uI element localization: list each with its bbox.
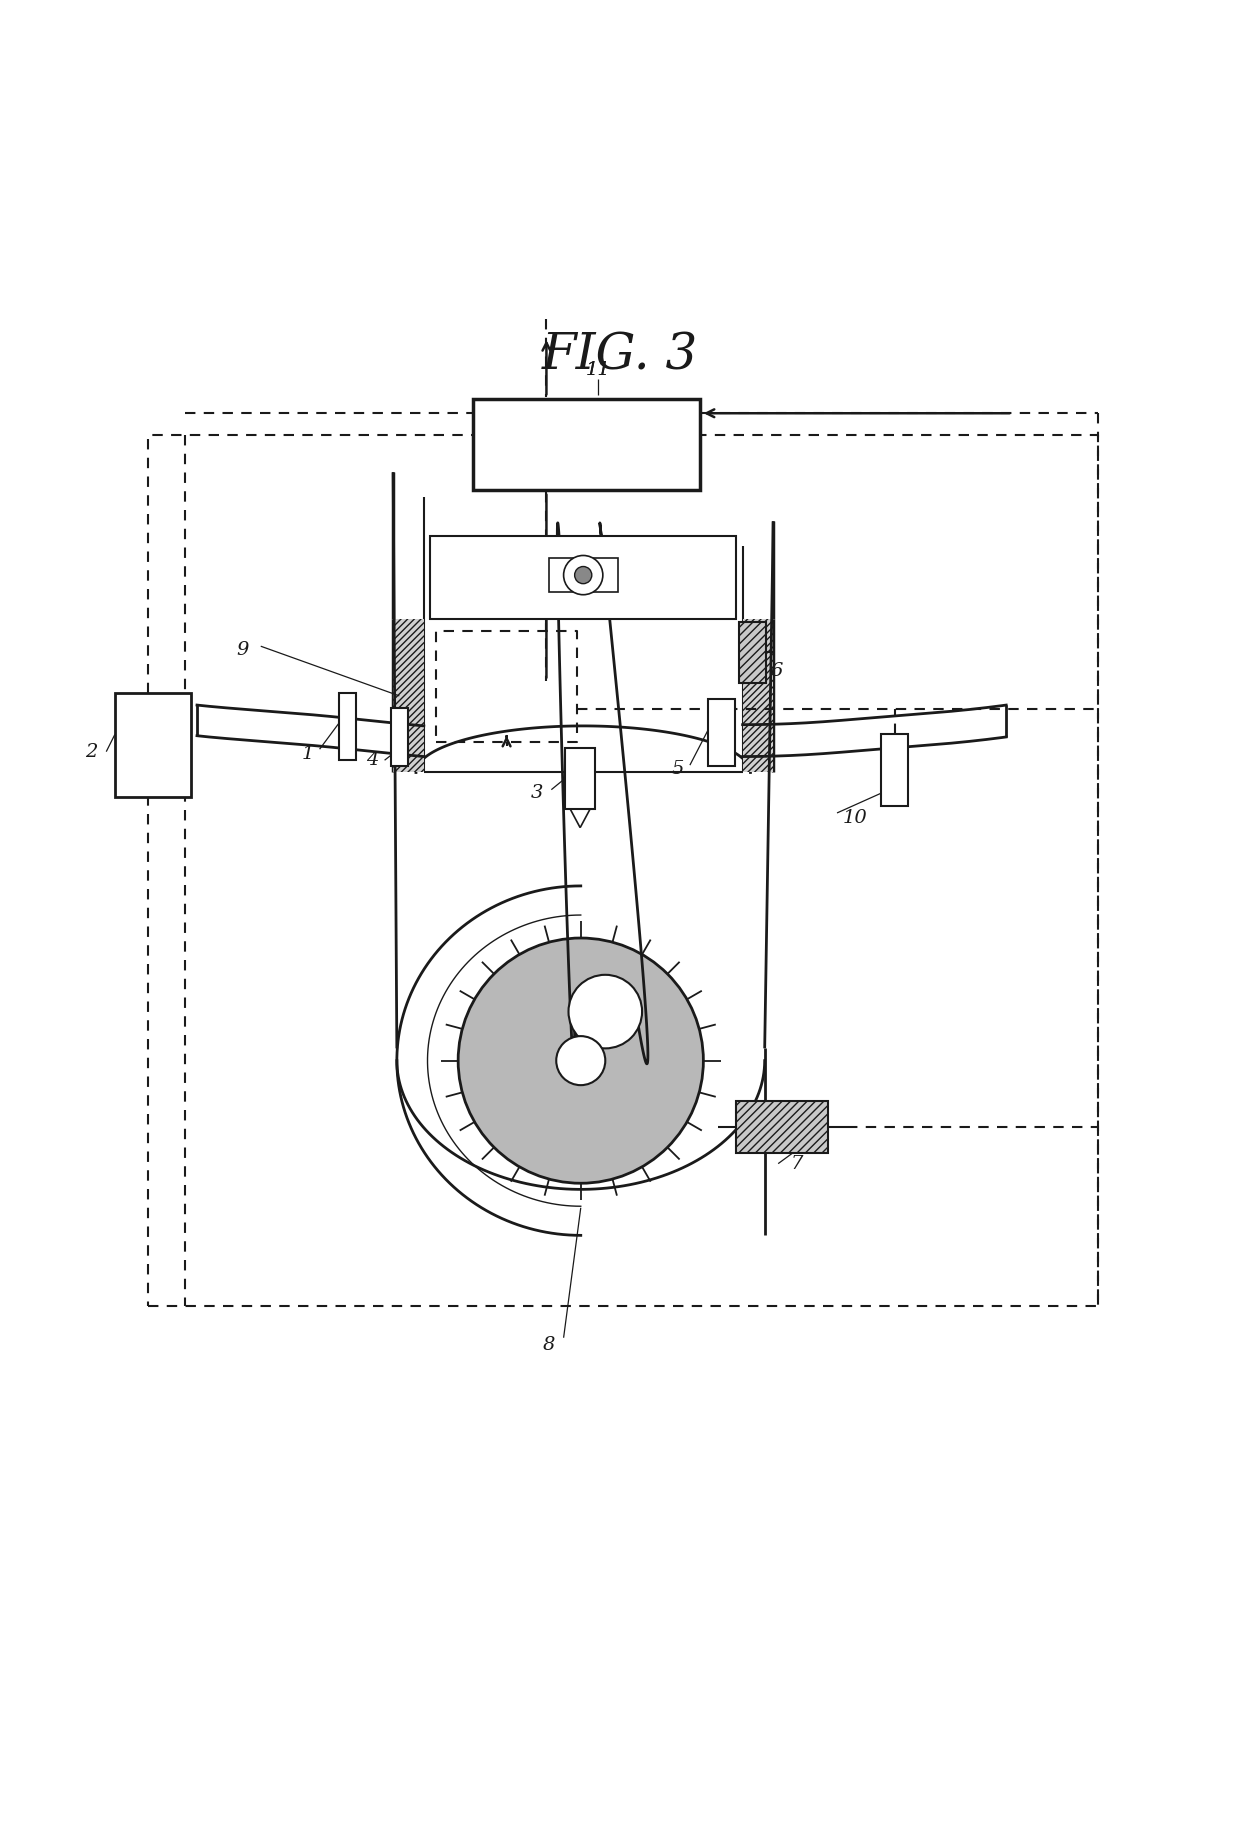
Circle shape — [574, 566, 591, 583]
Text: 3: 3 — [531, 784, 543, 802]
Bar — [743, 619, 774, 773]
Text: 10: 10 — [843, 809, 868, 828]
Text: 6: 6 — [771, 661, 784, 680]
Circle shape — [458, 937, 703, 1184]
Bar — [549, 557, 618, 592]
Bar — [708, 700, 735, 766]
Bar — [340, 692, 356, 760]
Text: 7: 7 — [790, 1155, 802, 1173]
Text: 8: 8 — [543, 1336, 556, 1354]
Bar — [393, 619, 424, 773]
Bar — [737, 1102, 828, 1153]
Bar — [739, 621, 766, 683]
Bar — [430, 535, 737, 619]
Text: 9: 9 — [236, 641, 248, 660]
Text: 5: 5 — [671, 760, 683, 778]
Text: 11: 11 — [585, 362, 610, 380]
Circle shape — [564, 555, 603, 596]
Bar — [472, 398, 699, 490]
Text: 11: 11 — [585, 362, 610, 380]
Text: 2: 2 — [86, 742, 98, 760]
Bar — [882, 734, 908, 806]
Circle shape — [568, 976, 642, 1049]
Bar — [391, 707, 408, 766]
Text: 4: 4 — [366, 751, 378, 769]
Text: FIG. 3: FIG. 3 — [542, 331, 698, 380]
Circle shape — [557, 1036, 605, 1085]
Bar — [115, 692, 191, 797]
Text: 1: 1 — [301, 745, 314, 764]
Bar — [565, 747, 595, 809]
